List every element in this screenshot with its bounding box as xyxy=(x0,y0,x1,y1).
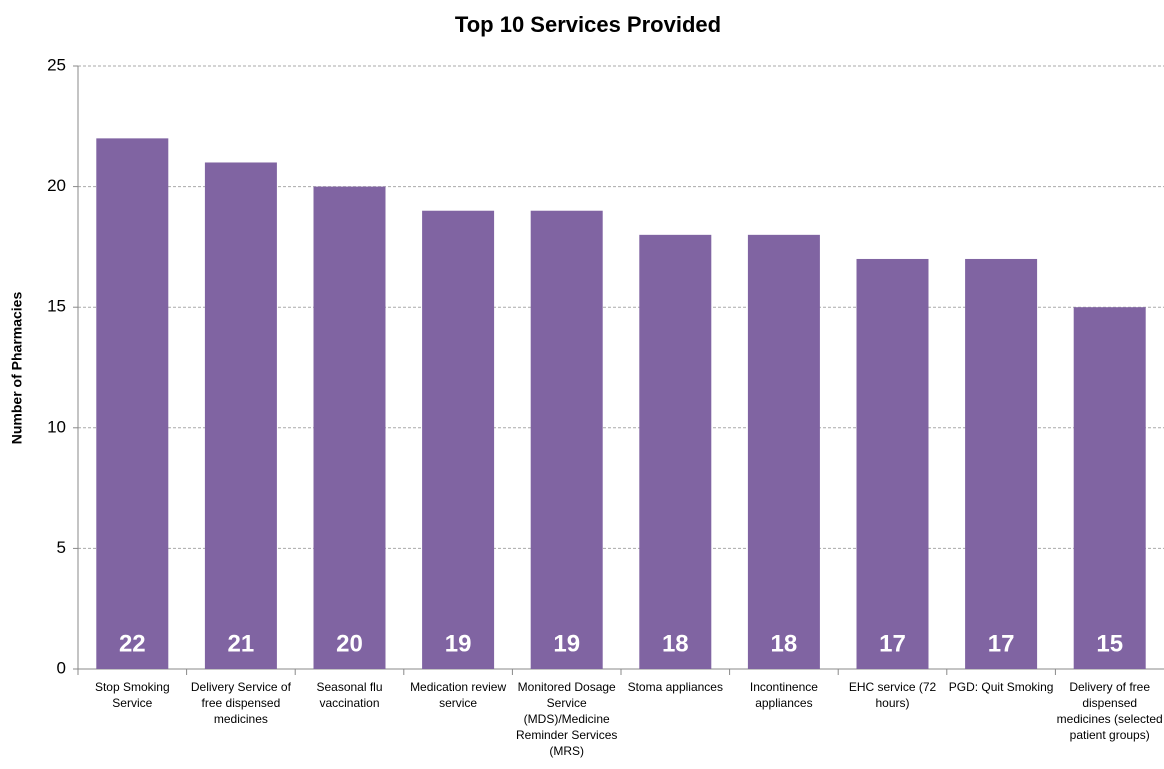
bar xyxy=(1073,307,1146,669)
bar xyxy=(965,258,1038,669)
bar xyxy=(530,210,603,669)
bar xyxy=(639,234,712,669)
y-tick-label: 0 xyxy=(57,658,66,677)
x-tick-label-box: PGD: Quit Smoking xyxy=(948,680,1054,694)
y-axis-label: Number of Pharmacies xyxy=(9,292,25,445)
y-tick-label: 5 xyxy=(57,538,66,557)
x-tick-label-box: Seasonal flu vaccination xyxy=(316,680,383,710)
data-label: 22 xyxy=(119,630,146,657)
y-tick-label: 25 xyxy=(47,55,66,74)
x-tick-label: EHC service (72 hours) xyxy=(848,680,937,710)
x-tick-label: Delivery Service of free dispensed medic… xyxy=(190,680,291,726)
x-tick-label-box: Stoma appliances xyxy=(627,680,723,694)
x-tick-label: Delivery of free dispensed medicines (se… xyxy=(1056,680,1163,742)
x-tick-label: Seasonal flu vaccination xyxy=(316,680,383,710)
bar xyxy=(313,186,386,669)
x-tick-label-box: Medication review service xyxy=(410,680,507,710)
y-tick-label: 20 xyxy=(47,176,66,195)
y-tick-label: 15 xyxy=(47,297,66,316)
x-tick-label: Stop Smoking Service xyxy=(94,680,170,710)
x-tick-label-box: EHC service (72 hours) xyxy=(848,680,937,710)
x-tick-label: Medication review service xyxy=(410,680,507,710)
x-tick-label-box: Delivery of free dispensed medicines (se… xyxy=(1056,680,1163,742)
x-tick-label: PGD: Quit Smoking xyxy=(948,680,1054,694)
data-label: 19 xyxy=(445,630,472,657)
data-label: 17 xyxy=(879,630,906,657)
x-tick-label-box: Monitored Dosage Service (MDS)/Medicine … xyxy=(516,680,618,758)
data-label: 21 xyxy=(228,630,255,657)
data-label: 18 xyxy=(771,630,798,657)
data-label: 18 xyxy=(662,630,689,657)
bar xyxy=(747,234,820,669)
bar xyxy=(856,258,929,669)
bar xyxy=(96,138,169,670)
y-tick-label: 10 xyxy=(47,417,66,436)
x-tick-label: Stoma appliances xyxy=(627,680,723,694)
x-tick-label-box: Stop Smoking Service xyxy=(94,680,170,710)
bar xyxy=(422,210,495,669)
data-label: 15 xyxy=(1096,630,1123,657)
x-tick-label-box: Incontinence appliances xyxy=(749,680,818,710)
data-label: 19 xyxy=(553,630,580,657)
x-tick-label: Monitored Dosage Service (MDS)/Medicine … xyxy=(516,680,618,758)
x-tick-label-box: Delivery Service of free dispensed medic… xyxy=(190,680,291,726)
chart-title: Top 10 Services Provided xyxy=(455,12,721,37)
bar xyxy=(204,162,277,670)
data-label: 17 xyxy=(988,630,1015,657)
data-label: 20 xyxy=(336,630,363,657)
x-tick-label: Incontinence appliances xyxy=(749,680,818,710)
